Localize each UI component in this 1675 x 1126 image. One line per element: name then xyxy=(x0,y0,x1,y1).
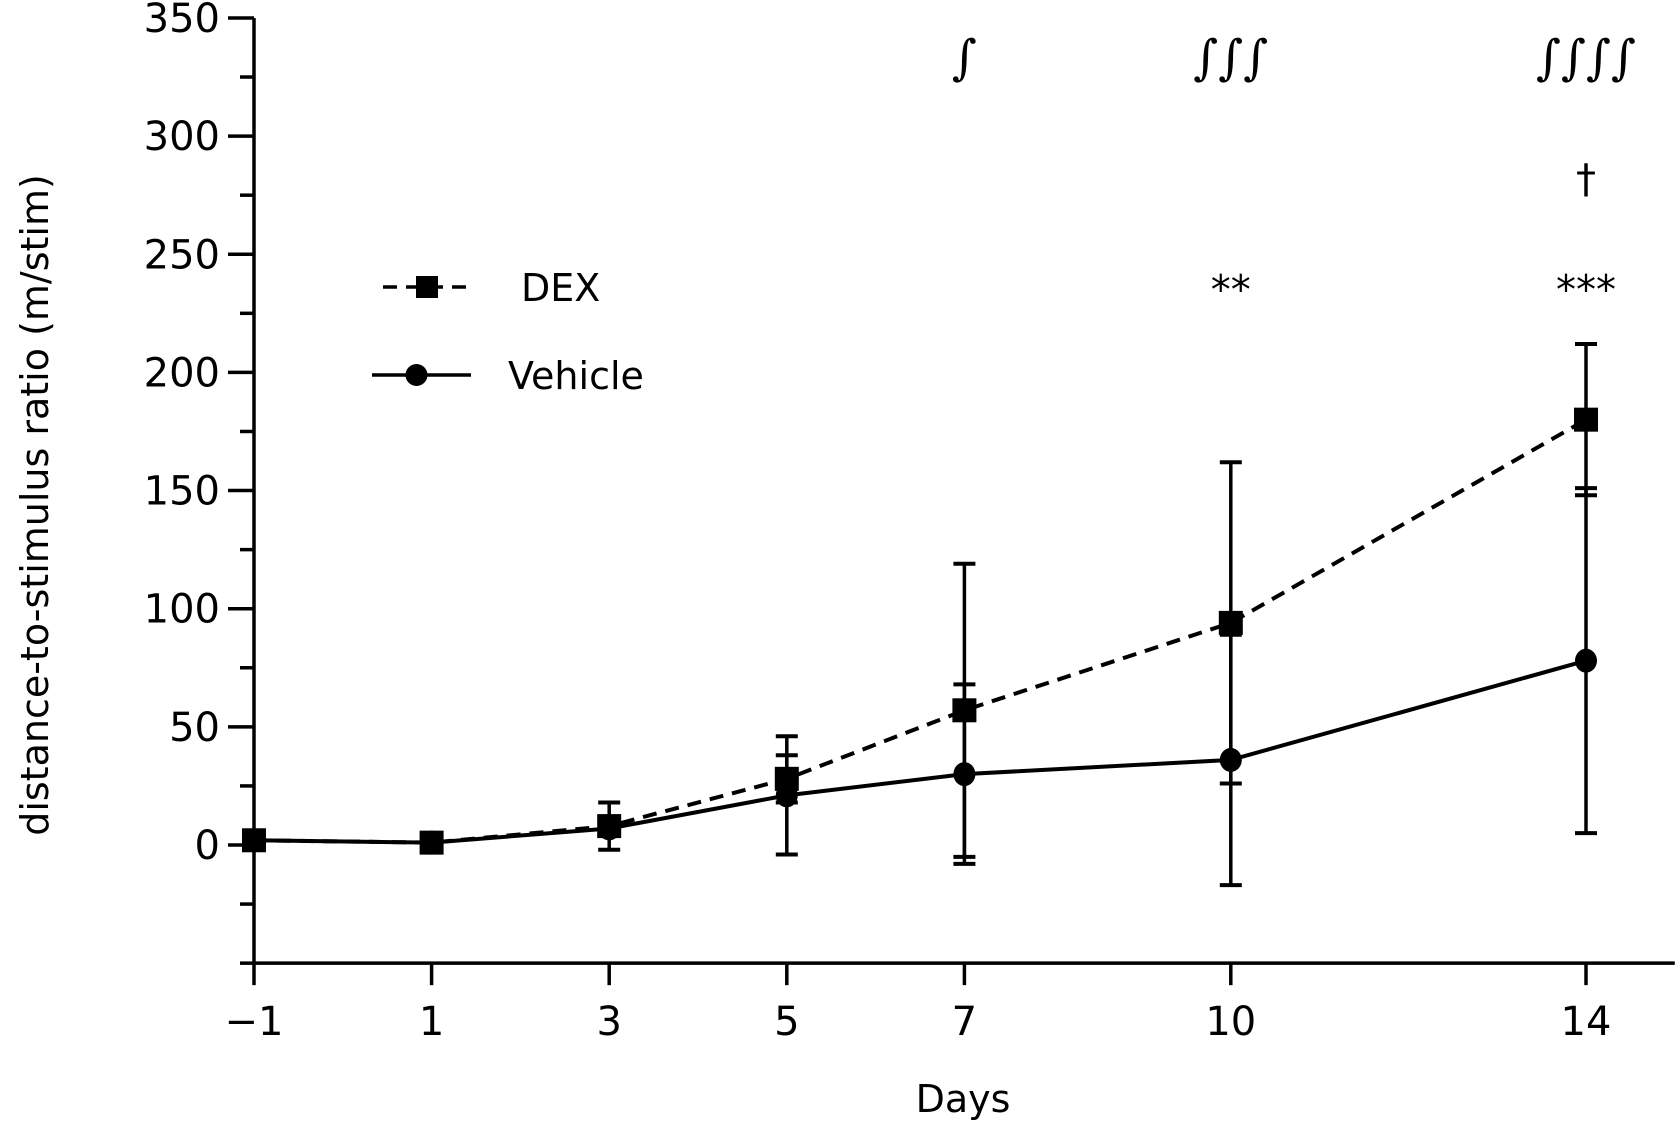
significance-marker: ∫ xyxy=(952,30,977,86)
series-layer xyxy=(242,342,1598,888)
x-tick-label: 5 xyxy=(774,999,799,1045)
data-point-circle xyxy=(953,762,976,787)
series-vehicle xyxy=(243,486,1597,888)
y-tick-label: 200 xyxy=(144,350,220,396)
legend-label: DEX xyxy=(521,266,600,310)
x-tick-label: 1 xyxy=(419,999,444,1045)
x-axis-label: Days xyxy=(916,1077,1011,1121)
x-tick-label: 3 xyxy=(596,999,621,1045)
data-point-square xyxy=(1218,610,1243,635)
legend-marker-square xyxy=(416,276,438,298)
significance-marker: † xyxy=(1576,156,1596,202)
axes: 0 50 100 150 200 250 300 350 −1 1 3 5 7 10 14 xyxy=(144,0,1675,1045)
legend-label: Vehicle xyxy=(508,354,644,398)
series-line xyxy=(253,658,1587,845)
y-tick-label: 350 xyxy=(144,0,220,42)
y-tick-label: 300 xyxy=(144,114,220,160)
data-point-circle xyxy=(1219,747,1242,772)
data-point-circle xyxy=(1575,648,1597,673)
x-tick-label: 10 xyxy=(1205,999,1256,1045)
data-point-circle xyxy=(775,783,798,808)
significance-marker: *** xyxy=(1556,267,1616,313)
legend-marker-circle xyxy=(405,364,428,386)
annotations: ∫ ∫∫∫ ∫∫∫∫†** *** xyxy=(952,30,1636,313)
data-point-circle xyxy=(598,816,621,841)
y-tick-label: 0 xyxy=(195,823,220,869)
y-tick-label: 250 xyxy=(144,232,220,278)
y-tick-label: 100 xyxy=(144,587,220,633)
significance-marker: ** xyxy=(1211,267,1251,313)
x-tick-label: −1 xyxy=(225,999,284,1045)
y-axis-label: distance-to-stimulus ratio (m/stim) xyxy=(13,174,57,836)
significance-marker: ∫∫∫∫ xyxy=(1536,30,1636,86)
significance-marker: ∫∫∫ xyxy=(1193,30,1268,86)
y-tick-label: 150 xyxy=(144,469,220,515)
data-point-circle xyxy=(243,828,265,853)
x-tick-label: 14 xyxy=(1561,999,1612,1045)
y-tick-label: 50 xyxy=(169,705,220,751)
data-point-square xyxy=(1574,407,1598,432)
data-point-circle xyxy=(420,830,443,855)
legend: DEX Vehicle xyxy=(372,266,644,398)
x-tick-label: 7 xyxy=(952,999,977,1045)
